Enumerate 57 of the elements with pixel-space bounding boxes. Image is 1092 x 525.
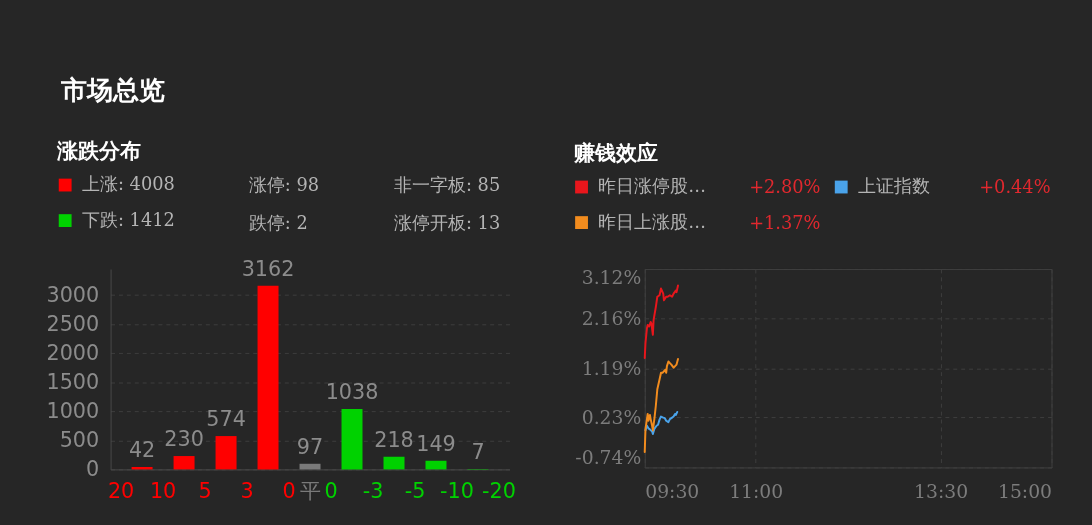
y-tick-label: -0.74% [575, 446, 642, 468]
bar [173, 456, 195, 470]
text: 非一字板: 85 [393, 174, 501, 195]
x-tick-label: 平 [299, 478, 321, 503]
x-tick-label: 11:00 [729, 480, 784, 502]
legend-label: 上证指数 [858, 175, 930, 196]
x-tick-label: 20 [107, 478, 135, 503]
y-tick-label: 0.23% [581, 406, 642, 428]
bar [215, 436, 237, 470]
x-tick-label: 0 [282, 478, 296, 503]
x-tick-label: -10 [440, 478, 474, 503]
x-tick-label: 5 [198, 478, 212, 503]
text: 市场总览 [60, 75, 166, 106]
x-tick-label: 13:30 [914, 480, 969, 502]
y-tick-label: 1500 [46, 369, 100, 394]
data-label: 149 [416, 431, 456, 456]
text: 跌停: 2 [248, 212, 308, 233]
y-tick-label: 3000 [46, 282, 100, 307]
data-label: 230 [164, 427, 204, 452]
legend-label: 昨日涨停股… [598, 175, 707, 196]
legend-label: 上涨: 4008 [81, 173, 175, 194]
chart-title: 涨跌分布 [56, 139, 142, 164]
data-label: 574 [206, 407, 246, 432]
x-tick-label: 3 [240, 478, 254, 503]
x-tick-label: 0 [324, 478, 338, 503]
bar [257, 285, 279, 470]
x-tick-label: -20 [482, 478, 516, 503]
y-tick-label: 2.16% [581, 307, 642, 329]
data-label: 42 [128, 438, 156, 463]
y-tick-label: 2000 [46, 340, 100, 365]
x-tick-label: -5 [404, 478, 426, 503]
bar [425, 460, 447, 470]
data-label: 218 [374, 427, 414, 452]
y-tick-label: 2500 [46, 311, 100, 336]
x-tick-label: -3 [362, 478, 384, 503]
text: +2.80% [749, 176, 821, 197]
legend-label: 昨日上涨股… [598, 211, 707, 232]
y-tick-label: 0 [86, 456, 100, 481]
y-tick-label: 1000 [46, 398, 100, 423]
chart-title: 赚钱效应 [572, 141, 658, 166]
text: +1.37% [749, 212, 821, 233]
y-tick-label: 1.19% [581, 357, 642, 379]
data-label: 97 [296, 434, 324, 459]
bar [341, 409, 363, 470]
x-tick-label: 10 [149, 478, 177, 503]
data-label: 3162 [241, 256, 295, 281]
bar [383, 456, 405, 470]
text: +0.44% [979, 176, 1051, 197]
legend-label: 下跌: 1412 [81, 209, 175, 230]
text: 涨停: 98 [248, 174, 320, 195]
data-label: 1038 [325, 380, 379, 405]
text: 涨停开板: 13 [393, 212, 501, 233]
data-label: 7 [471, 440, 485, 465]
x-tick-label: 09:30 [645, 480, 700, 502]
x-tick-label: 15:00 [997, 480, 1053, 502]
y-tick-label: 3.12% [581, 267, 642, 289]
y-tick-label: 500 [59, 427, 100, 452]
